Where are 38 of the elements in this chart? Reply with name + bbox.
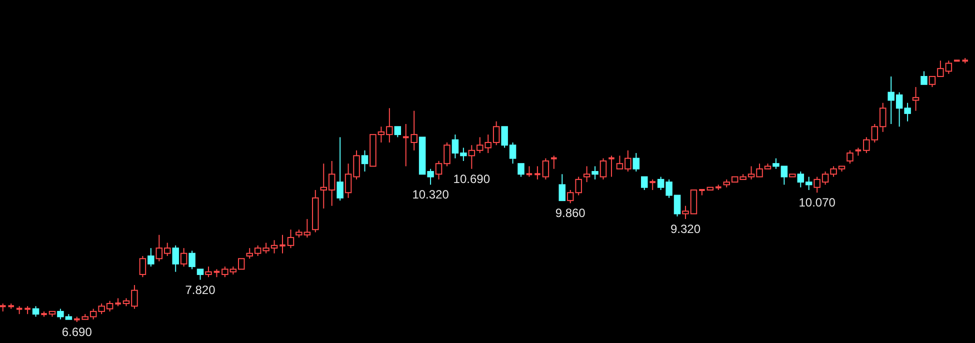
candlestick (361, 150, 368, 172)
candlestick (608, 155, 614, 178)
candlestick (32, 306, 40, 318)
annotation: 6.690 (62, 325, 92, 339)
candlestick (526, 166, 532, 178)
annotation: 7.820 (185, 282, 216, 297)
candlestick (394, 126, 402, 138)
candlestick (551, 155, 557, 170)
annotation: 10.690 (453, 172, 490, 186)
candlestick (205, 266, 212, 278)
candlestick (846, 150, 854, 164)
candlestick (632, 152, 640, 172)
candlestick (196, 268, 204, 280)
candlestick (280, 234, 286, 254)
annotation: 9.320 (670, 222, 701, 236)
candlestick (592, 166, 598, 180)
candlestick (139, 256, 146, 278)
candlestick (558, 174, 566, 202)
candlestick (650, 178, 656, 190)
candlestick (600, 158, 607, 180)
candlestick (402, 124, 409, 167)
candlestick (188, 250, 196, 270)
candlestick (287, 229, 294, 249)
candlestick (542, 158, 550, 180)
candlestick (148, 248, 154, 268)
candlestick (640, 176, 648, 190)
candlestick (336, 136, 344, 202)
candlestick (180, 248, 188, 268)
annotation: 9.860 (555, 206, 586, 220)
annotation: 10.070 (798, 196, 836, 210)
candlestick (172, 244, 179, 272)
candlestick (912, 86, 920, 112)
candlestick (920, 70, 928, 85)
candlestick (583, 166, 590, 183)
candlestick (410, 110, 418, 151)
candlestick (534, 166, 540, 180)
annotation: 10.320 (412, 188, 450, 202)
candlestick (518, 163, 524, 178)
